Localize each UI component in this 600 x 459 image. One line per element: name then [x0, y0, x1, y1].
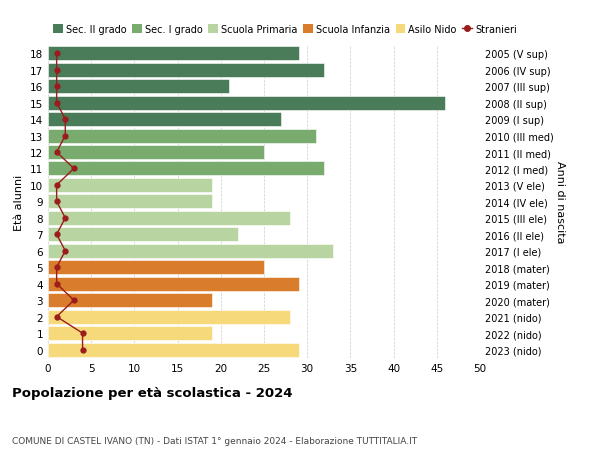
Bar — [48, 96, 445, 110]
Bar — [48, 326, 212, 341]
Y-axis label: Età alunni: Età alunni — [14, 174, 25, 230]
Bar — [48, 343, 299, 357]
Bar — [48, 63, 325, 78]
Y-axis label: Anni di nascita: Anni di nascita — [555, 161, 565, 243]
Bar — [48, 179, 212, 192]
Bar — [48, 113, 281, 127]
Legend: Sec. II grado, Sec. I grado, Scuola Primaria, Scuola Infanzia, Asilo Nido, Stran: Sec. II grado, Sec. I grado, Scuola Prim… — [53, 25, 517, 35]
Bar — [48, 261, 264, 274]
Bar — [48, 228, 238, 242]
Bar — [48, 277, 299, 291]
Bar — [48, 47, 299, 61]
Bar — [48, 80, 229, 94]
Text: COMUNE DI CASTEL IVANO (TN) - Dati ISTAT 1° gennaio 2024 - Elaborazione TUTTITAL: COMUNE DI CASTEL IVANO (TN) - Dati ISTAT… — [12, 436, 417, 445]
Bar — [48, 294, 212, 308]
Bar — [48, 146, 264, 160]
Bar — [48, 212, 290, 225]
Bar — [48, 310, 290, 324]
Bar — [48, 162, 325, 176]
Text: Popolazione per età scolastica - 2024: Popolazione per età scolastica - 2024 — [12, 386, 293, 399]
Bar — [48, 244, 333, 258]
Bar — [48, 129, 316, 143]
Bar — [48, 195, 212, 209]
